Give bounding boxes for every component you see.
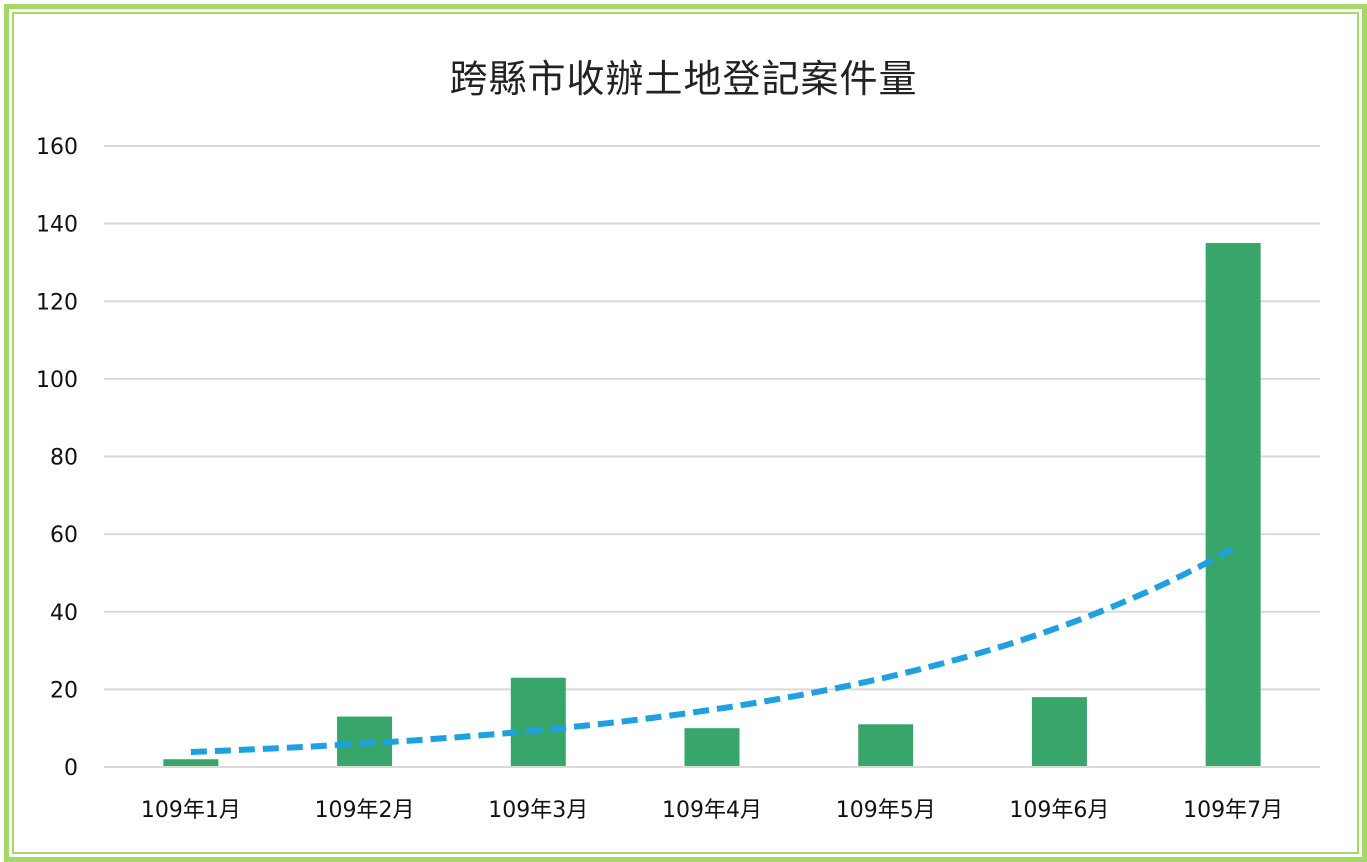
- y-tick-label: 80: [50, 446, 78, 471]
- trendline: [190, 545, 1235, 755]
- y-tick-label: 100: [36, 368, 78, 393]
- bar: [1205, 243, 1261, 767]
- y-tick-label: 60: [50, 523, 78, 548]
- bar: [1031, 697, 1087, 767]
- y-tick-label: 160: [36, 135, 78, 160]
- y-tick-label: 40: [50, 601, 78, 626]
- x-axis-ticks: 109年1月 109年2月 109年3月 109年4月 109年5月 109年6月 109年…: [141, 798, 1283, 823]
- x-tick-label: 109年4月: [662, 798, 762, 823]
- bars: [104, 243, 1320, 768]
- x-tick-label: 109年1月: [141, 798, 241, 823]
- y-axis-ticks: 0 20 40 60 80 100 120 140 160: [36, 135, 78, 781]
- chart-title: 跨縣市收辦土地登記案件量: [449, 57, 918, 101]
- gridlines: [104, 145, 1320, 768]
- bar: [510, 677, 566, 767]
- x-tick-label: 109年3月: [488, 798, 588, 823]
- x-tick-label: 109年7月: [1183, 798, 1283, 823]
- y-tick-label: 140: [36, 213, 78, 238]
- y-tick-label: 0: [64, 756, 78, 781]
- y-tick-label: 20: [50, 678, 78, 703]
- bar: [684, 728, 740, 767]
- trendline-path: [190, 545, 1235, 755]
- chart-inner-border: [12, 12, 1359, 854]
- bar: [163, 759, 219, 767]
- x-tick-label: 109年5月: [836, 798, 936, 823]
- y-tick-label: 120: [36, 290, 78, 315]
- x-tick-label: 109年2月: [315, 798, 415, 823]
- x-tick-label: 109年6月: [1009, 798, 1109, 823]
- bar: [858, 724, 914, 767]
